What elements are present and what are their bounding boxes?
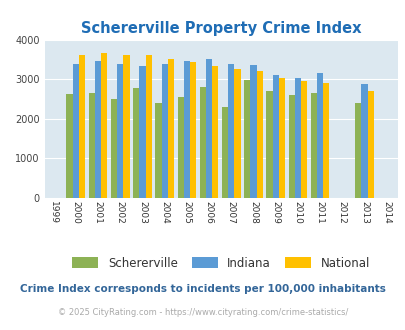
Bar	[101, 53, 107, 198]
Bar	[256, 71, 262, 198]
Bar	[243, 81, 250, 198]
Bar	[360, 84, 367, 198]
Bar	[322, 83, 328, 198]
Bar	[66, 94, 72, 198]
Bar	[167, 59, 173, 198]
Bar	[123, 55, 129, 198]
Bar	[205, 59, 212, 198]
Bar	[145, 55, 151, 198]
Bar	[155, 103, 161, 198]
Bar	[190, 62, 196, 198]
Bar	[316, 73, 322, 198]
Text: © 2025 CityRating.com - https://www.cityrating.com/crime-statistics/: © 2025 CityRating.com - https://www.city…	[58, 308, 347, 317]
Bar	[177, 97, 183, 198]
Bar	[111, 99, 117, 198]
Bar	[288, 95, 294, 198]
Bar	[250, 65, 256, 198]
Bar	[354, 103, 360, 198]
Bar	[139, 66, 145, 198]
Bar	[222, 107, 228, 198]
Bar	[272, 75, 278, 198]
Bar	[133, 88, 139, 198]
Legend: Schererville, Indiana, National: Schererville, Indiana, National	[68, 252, 374, 275]
Bar	[300, 81, 307, 198]
Bar	[310, 93, 316, 198]
Text: Crime Index corresponds to incidents per 100,000 inhabitants: Crime Index corresponds to incidents per…	[20, 284, 385, 294]
Bar	[234, 69, 240, 198]
Bar	[278, 78, 284, 198]
Title: Schererville Property Crime Index: Schererville Property Crime Index	[81, 21, 360, 36]
Bar	[79, 55, 85, 198]
Bar	[294, 78, 300, 198]
Bar	[95, 61, 101, 198]
Bar	[72, 64, 79, 198]
Bar	[88, 93, 95, 198]
Bar	[266, 91, 272, 198]
Bar	[228, 64, 234, 198]
Bar	[367, 91, 373, 198]
Bar	[161, 64, 167, 198]
Bar	[212, 66, 218, 198]
Bar	[183, 61, 190, 198]
Bar	[117, 64, 123, 198]
Bar	[199, 87, 205, 198]
